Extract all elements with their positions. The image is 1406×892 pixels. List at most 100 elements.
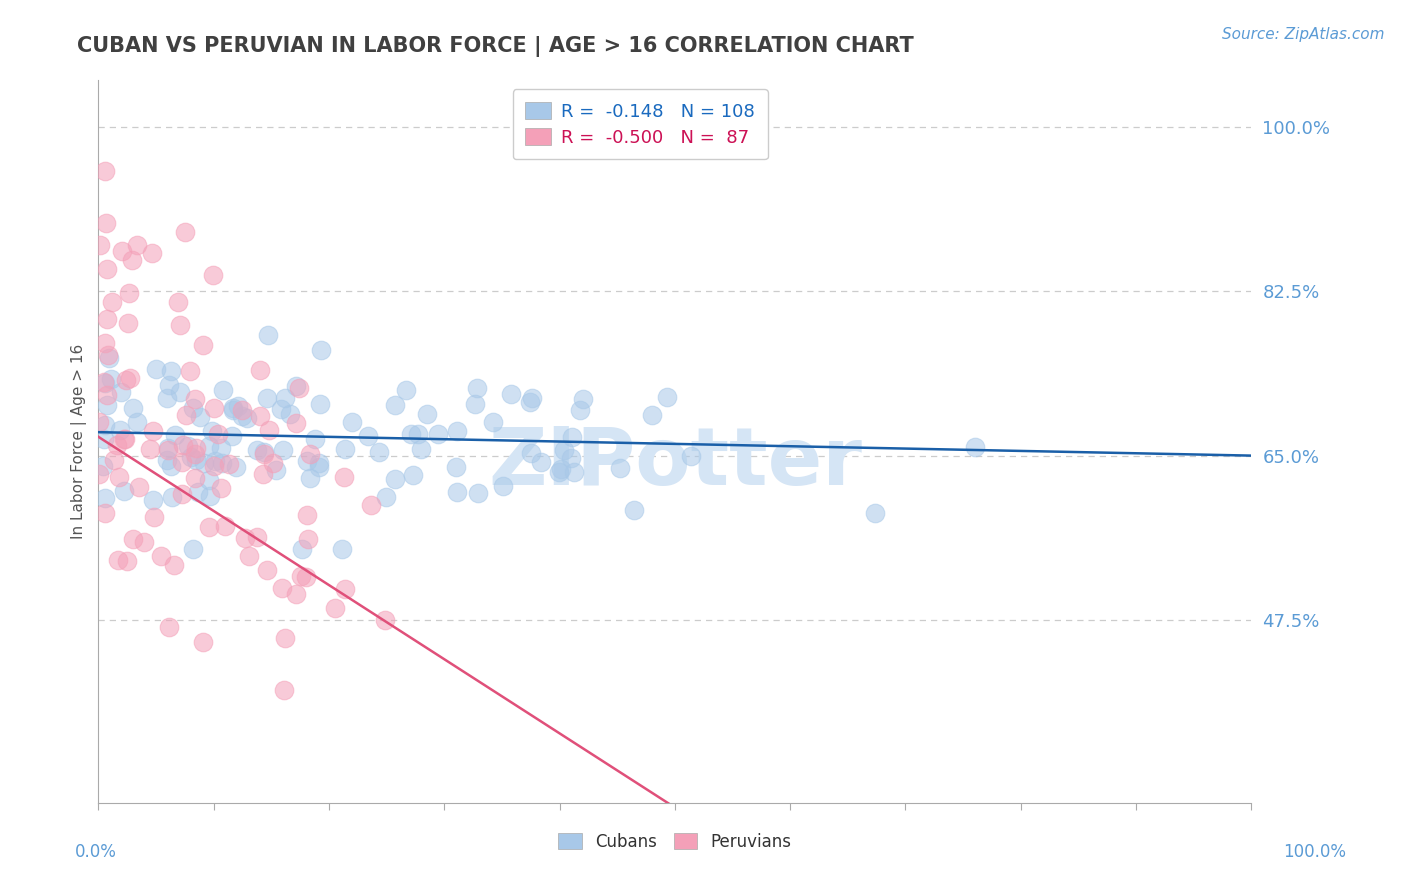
Point bbox=[271, 442, 294, 457]
Point bbox=[184, 441, 207, 455]
Point bbox=[96, 311, 118, 326]
Point bbox=[157, 377, 180, 392]
Text: Source: ZipAtlas.com: Source: ZipAtlas.com bbox=[1222, 27, 1385, 42]
Point bbox=[174, 408, 197, 422]
Point bbox=[96, 216, 118, 230]
Point bbox=[253, 447, 276, 461]
Point bbox=[121, 252, 143, 267]
Point bbox=[492, 478, 515, 492]
Point bbox=[249, 363, 271, 377]
Point bbox=[553, 443, 575, 458]
Point bbox=[184, 392, 207, 406]
Point bbox=[197, 473, 219, 487]
Point bbox=[172, 486, 194, 500]
Point bbox=[446, 460, 468, 475]
Point bbox=[89, 415, 111, 429]
Point bbox=[427, 426, 450, 441]
Point bbox=[374, 491, 396, 505]
Point bbox=[384, 472, 406, 486]
Point bbox=[467, 486, 489, 500]
Point bbox=[222, 403, 245, 417]
Point bbox=[309, 397, 332, 411]
Point bbox=[114, 432, 136, 446]
Point bbox=[291, 542, 314, 557]
Point bbox=[257, 423, 280, 437]
Point bbox=[290, 569, 312, 583]
Point bbox=[295, 508, 318, 522]
Point bbox=[107, 553, 129, 567]
Point bbox=[172, 438, 194, 452]
Point bbox=[156, 392, 179, 406]
Point bbox=[284, 587, 307, 601]
Point bbox=[214, 519, 236, 533]
Point bbox=[145, 362, 167, 376]
Point bbox=[519, 395, 541, 409]
Point bbox=[96, 398, 118, 412]
Point bbox=[256, 328, 278, 343]
Text: 100.0%: 100.0% bbox=[1284, 843, 1346, 861]
Point bbox=[548, 465, 571, 479]
Point bbox=[218, 457, 240, 471]
Point bbox=[297, 454, 319, 468]
Point bbox=[246, 443, 269, 458]
Point bbox=[655, 390, 678, 404]
Point bbox=[112, 483, 135, 498]
Point bbox=[150, 549, 173, 563]
Point bbox=[110, 384, 132, 399]
Point bbox=[204, 459, 226, 474]
Point bbox=[169, 318, 191, 332]
Point bbox=[157, 442, 180, 457]
Point bbox=[198, 520, 221, 534]
Point bbox=[193, 456, 215, 470]
Text: CUBAN VS PERUVIAN IN LABOR FORCE | AGE > 16 CORRELATION CHART: CUBAN VS PERUVIAN IN LABOR FORCE | AGE >… bbox=[77, 36, 914, 57]
Point bbox=[181, 401, 204, 415]
Point bbox=[299, 448, 322, 462]
Point bbox=[235, 410, 257, 425]
Point bbox=[285, 379, 308, 393]
Point bbox=[122, 401, 145, 416]
Point bbox=[179, 363, 201, 377]
Point bbox=[93, 491, 115, 505]
Point bbox=[181, 542, 204, 557]
Point bbox=[169, 384, 191, 399]
Point bbox=[274, 631, 297, 645]
Point bbox=[165, 428, 187, 442]
Point bbox=[415, 408, 437, 422]
Text: ZIPotter: ZIPotter bbox=[488, 425, 862, 502]
Point bbox=[262, 457, 284, 471]
Point bbox=[93, 432, 115, 446]
Point bbox=[278, 407, 301, 421]
Point bbox=[340, 415, 363, 429]
Point bbox=[127, 415, 149, 429]
Point bbox=[187, 484, 209, 499]
Point bbox=[94, 506, 117, 520]
Point bbox=[641, 408, 664, 422]
Point bbox=[308, 456, 330, 470]
Point bbox=[118, 286, 141, 301]
Point bbox=[464, 397, 486, 411]
Point bbox=[112, 433, 135, 447]
Point bbox=[101, 294, 124, 309]
Point bbox=[183, 471, 205, 485]
Point bbox=[180, 450, 202, 464]
Point bbox=[368, 445, 391, 459]
Point bbox=[238, 549, 260, 563]
Point bbox=[273, 683, 295, 698]
Point bbox=[91, 458, 114, 473]
Point bbox=[550, 462, 572, 476]
Point bbox=[108, 470, 131, 484]
Point bbox=[96, 348, 118, 362]
Point bbox=[560, 451, 582, 466]
Point bbox=[246, 530, 269, 544]
Point bbox=[94, 417, 117, 432]
Point bbox=[409, 442, 432, 456]
Point bbox=[609, 461, 631, 475]
Point bbox=[115, 554, 138, 568]
Point bbox=[173, 225, 195, 239]
Point bbox=[160, 363, 183, 377]
Point bbox=[184, 446, 207, 460]
Point bbox=[156, 453, 179, 467]
Point bbox=[304, 432, 326, 446]
Point bbox=[198, 489, 221, 503]
Point bbox=[297, 532, 319, 546]
